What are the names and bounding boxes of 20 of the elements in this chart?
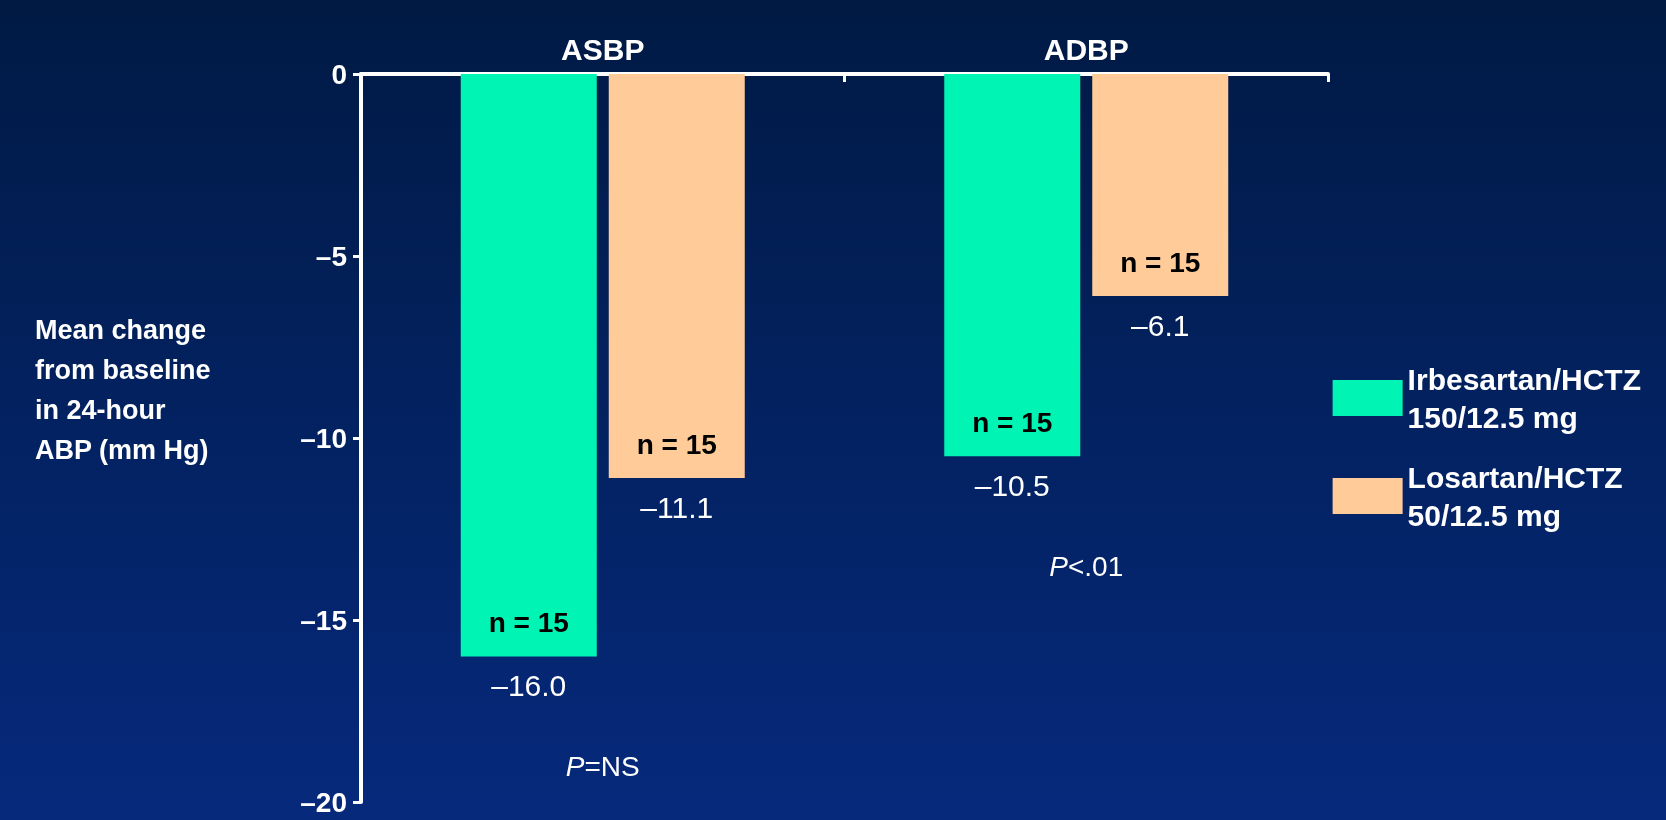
legend-label: Losartan/HCTZ 50/12.5 mg <box>1407 460 1623 532</box>
y-tick-label: –15 <box>300 604 347 636</box>
y-axis-title: Mean change from baseline in 24-hour ABP (mm Hg) <box>35 315 219 465</box>
x-tick-label: ASBP <box>561 32 645 66</box>
data-label: –16.0 <box>491 668 567 702</box>
y-tick-label: –10 <box>300 422 347 454</box>
y-tick-label: –20 <box>300 786 347 818</box>
data-label: –10.5 <box>974 468 1050 502</box>
y-tick-label: –5 <box>315 240 347 272</box>
data-label: –11.1 <box>640 490 714 524</box>
annotation: n = 15 <box>972 406 1053 438</box>
data-label: –6.1 <box>1131 308 1190 342</box>
x-tick-label: ADBP <box>1043 32 1129 66</box>
annotation: P=NS <box>565 750 640 782</box>
annotation: n = 15 <box>1120 246 1201 278</box>
annotation: n = 15 <box>636 428 717 460</box>
y-tick-label: 0 <box>331 58 347 90</box>
legend-label: Irbesartan/HCTZ 150/12.5 mg <box>1407 362 1642 434</box>
annotation: P<.01 <box>1049 550 1124 582</box>
annotation: n = 15 <box>488 606 569 638</box>
